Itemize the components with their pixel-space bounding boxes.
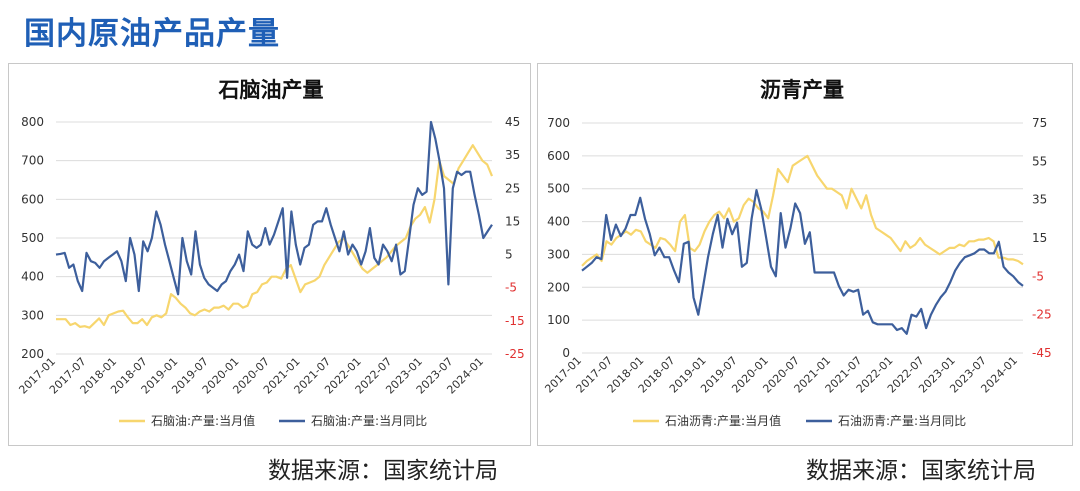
naphtha-y-left-tick-label: 600: [21, 192, 44, 206]
naphtha-y-right-tick-label: 25: [505, 181, 520, 195]
naphtha-legend-label: 石脑油:产量:当月值: [151, 413, 255, 428]
asphalt-y-left-tick-label: 400: [547, 215, 570, 229]
naphtha-y-right-tick-label: -15: [505, 314, 525, 328]
asphalt-series-line-current: [581, 154, 1024, 267]
asphalt-chart-title: 沥青产量: [760, 78, 844, 102]
naphtha-y-right-tick-label: -5: [505, 281, 517, 295]
page-title: 国内原油产品产量: [24, 16, 280, 52]
asphalt-y-left-tick-label: 200: [547, 280, 570, 294]
naphtha-y-right-tick-label: -25: [505, 347, 525, 361]
asphalt-y-right-tick-label: 55: [1032, 154, 1047, 168]
asphalt-y-left-tick-label: 300: [547, 247, 570, 261]
naphtha-legend-label: 石脑油:产量:当月同比: [311, 414, 427, 428]
naphtha-chart-panel: 石脑油产量 200 300 400 500 600 700 800 45 35 25 15 5 -5 -15…: [8, 63, 531, 446]
asphalt-y-left-tick-label: 600: [547, 149, 570, 163]
naphtha-y-left-tick-label: 800: [21, 115, 44, 129]
source-note-left: 数据来源：国家统计局: [268, 458, 498, 484]
naphtha-y-right-tick-label: 45: [505, 115, 520, 129]
asphalt-y-right-tick-label: -25: [1032, 308, 1052, 322]
asphalt-y-right-tick-label: 15: [1032, 231, 1047, 245]
naphtha-chart-title: 石脑油产量: [218, 78, 324, 102]
naphtha-y-left-tick-label: 200: [21, 347, 44, 361]
asphalt-y-right-tick-label: 75: [1032, 116, 1047, 130]
naphtha-chart: 石脑油产量 200 300 400 500 600 700 800 45 35 25 15 5 -5 -15…: [16, 78, 525, 428]
naphtha-series-line-current: [56, 144, 494, 329]
naphtha-y-left-tick-label: 300: [21, 308, 44, 322]
asphalt-chart-panel: 沥青产量 0 100 200 300 400 500 600 700 75 55 35 15 -5 -25 -…: [537, 63, 1073, 446]
asphalt-series-line-yoy: [581, 188, 1024, 335]
asphalt-y-right-tick-label: 35: [1032, 193, 1047, 207]
naphtha-series-line-yoy: [55, 120, 493, 296]
asphalt-legend-label: 石油沥青:产量:当月同比: [838, 414, 966, 428]
naphtha-y-right-tick-label: 5: [505, 248, 513, 262]
asphalt-y-left-tick-label: 100: [547, 313, 570, 327]
asphalt-y-left-tick-label: 700: [547, 116, 570, 130]
asphalt-chart: 沥青产量 0 100 200 300 400 500 600 700 75 55 35 15 -5 -25 -…: [542, 78, 1052, 428]
naphtha-y-left-tick-label: 700: [21, 154, 44, 168]
asphalt-legend-label: 石油沥青:产量:当月值: [665, 413, 781, 428]
naphtha-y-right-tick-label: 15: [505, 214, 520, 228]
asphalt-y-right-tick-label: -45: [1032, 346, 1052, 360]
source-note-right: 数据来源：国家统计局: [806, 458, 1036, 484]
asphalt-y-left-tick-label: 0: [562, 346, 570, 360]
naphtha-y-left-tick-label: 500: [21, 231, 44, 245]
naphtha-y-left-tick-label: 400: [21, 270, 44, 284]
asphalt-y-left-tick-label: 500: [547, 182, 570, 196]
naphtha-y-right-tick-label: 35: [505, 148, 520, 162]
asphalt-y-right-tick-label: -5: [1032, 269, 1044, 283]
